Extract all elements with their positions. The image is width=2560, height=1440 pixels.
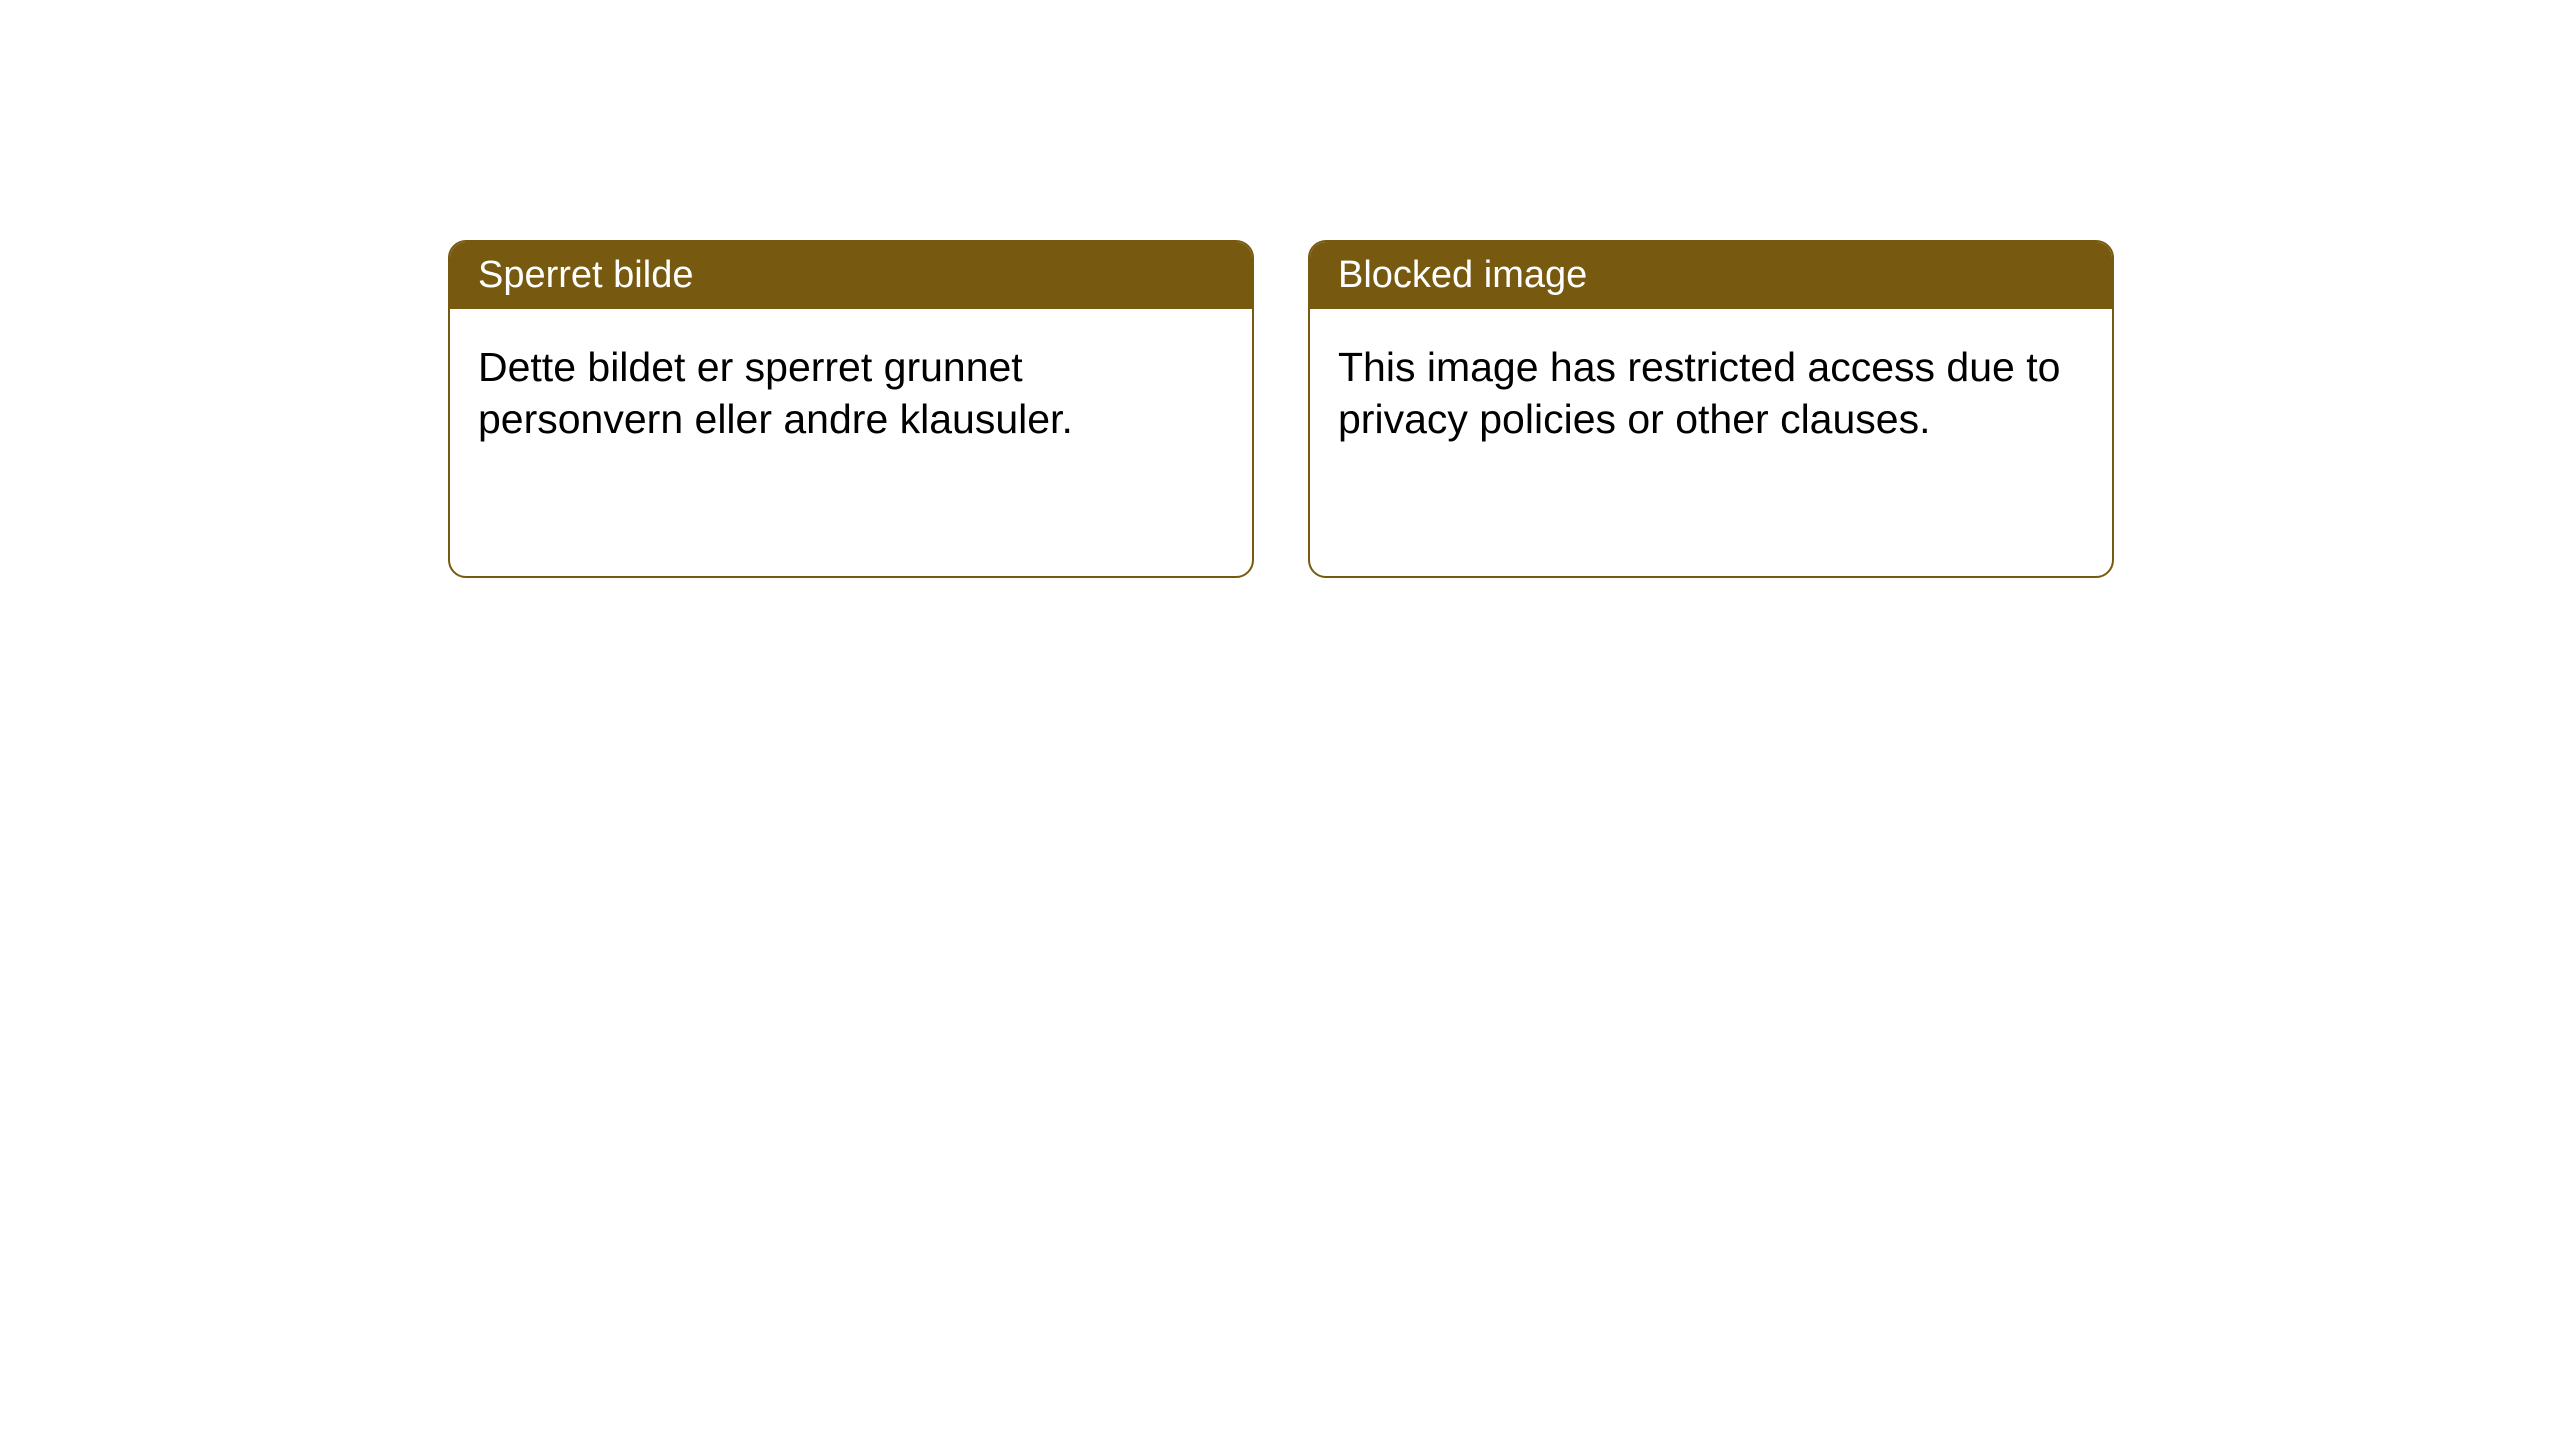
card-body: Dette bildet er sperret grunnet personve… [450,309,1252,478]
blocked-image-card-en: Blocked image This image has restricted … [1308,240,2114,578]
card-title: Sperret bilde [478,254,693,296]
blocked-image-notices: Sperret bilde Dette bildet er sperret gr… [0,0,2560,578]
card-title: Blocked image [1338,254,1587,296]
blocked-image-card-no: Sperret bilde Dette bildet er sperret gr… [448,240,1254,578]
card-message: Dette bildet er sperret grunnet personve… [478,344,1073,442]
card-body: This image has restricted access due to … [1310,309,2112,478]
card-header: Sperret bilde [450,242,1252,309]
card-message: This image has restricted access due to … [1338,344,2060,442]
card-header: Blocked image [1310,242,2112,309]
